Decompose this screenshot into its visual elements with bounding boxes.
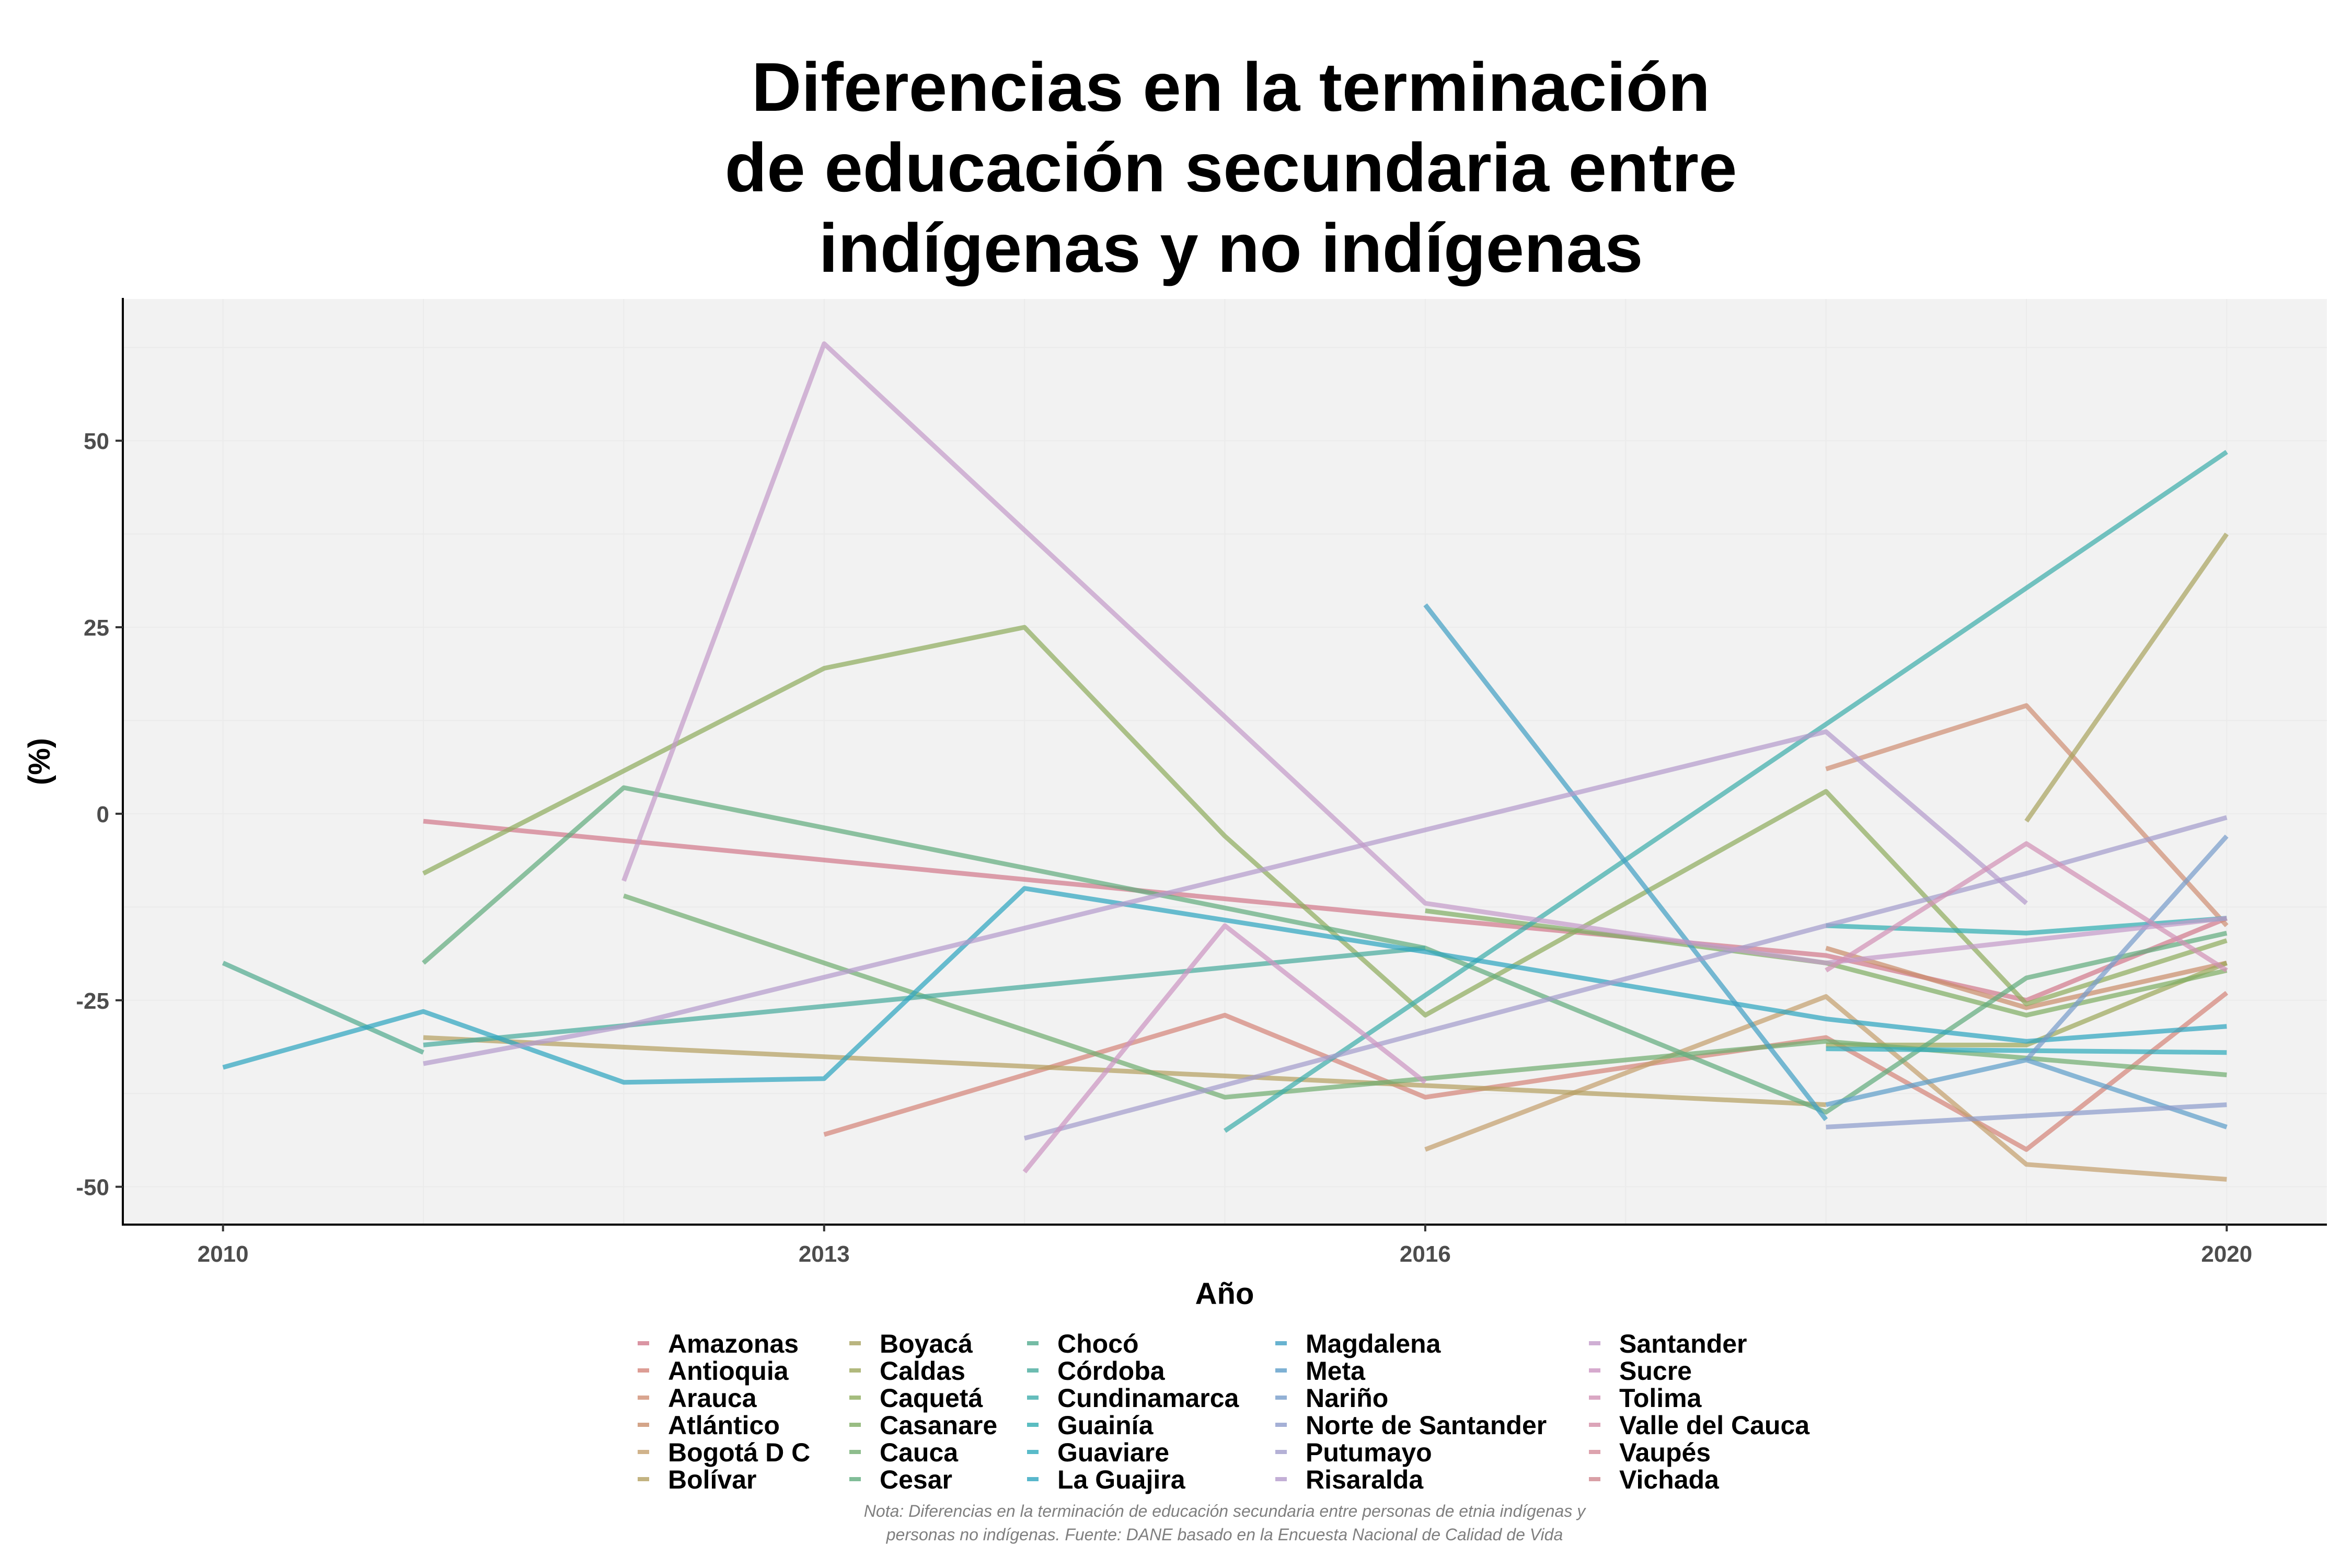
legend-label: Antioquia [668,1356,789,1386]
legend-label: Bogotá D C [668,1438,810,1467]
caption-note: Nota: Diferencias en la terminación de e… [864,1502,1586,1544]
legend-label: Amazonas [668,1329,799,1358]
y-tick-label: -50 [76,1175,109,1201]
legend-label: Putumayo [1306,1438,1432,1467]
x-axis-title: Año [1195,1277,1254,1311]
legend-label: Cundinamarca [1057,1383,1240,1413]
legend-label: Santander [1619,1329,1747,1358]
note-line-2: personas no indígenas. Fuente: DANE basa… [886,1525,1563,1544]
series-line-atl-ntico [1825,946,2228,1010]
series-line-santander [621,341,2227,965]
x-axis-ticks: 2010 2013 2016 2020 [198,1224,2252,1267]
legend-label: Cesar [880,1465,952,1494]
legend-label: Caquetá [880,1383,983,1413]
legend-label: Casanare [880,1411,997,1440]
y-tick-label: 0 [97,802,109,827]
chart-title-line-3: indígenas y no indígenas [819,210,1643,286]
series-line-norte-de-santander [1826,1102,2227,1129]
legend-label: Vaupés [1619,1438,1711,1467]
legend-label: Risaralda [1306,1465,1424,1494]
legend-label: Norte de Santander [1306,1411,1547,1440]
series-line-cundinamarca [1223,449,2228,1133]
legend-label: Córdoba [1057,1356,1166,1386]
series-line-nari-o [2024,834,2229,1062]
series-lines [222,341,2229,1182]
series-line-la-guajira [222,886,2227,1085]
chart-title-line-2: de educación secundaria entre [725,129,1737,206]
series-line-choc- [222,961,424,1055]
series-line-tolima [1825,841,2228,973]
note-line-1: Nota: Diferencias en la terminación de e… [864,1502,1586,1520]
y-tick-label: 25 [84,615,109,641]
series-line-sucre [1022,923,1427,1173]
x-tick-label: 2013 [799,1241,850,1267]
series-line-guaviare [1826,1046,2227,1055]
series-line-bol-var [423,1035,1826,1108]
series-line-antioquia [823,990,2229,1152]
legend-label: Meta [1306,1356,1366,1386]
legend-label: La Guajira [1057,1465,1186,1494]
legend-label: Caldas [880,1356,965,1386]
y-axis-title: (%) [22,738,56,785]
series-line-casanare [1425,908,2228,1018]
series-line-magdalena [1423,603,1828,1121]
series-line-boyac- [2024,533,2229,823]
legend-label: Magdalena [1306,1329,1442,1358]
legend-label: Boyacá [880,1329,973,1358]
legend-label: Chocó [1057,1329,1139,1358]
x-tick-label: 2016 [1400,1241,1451,1267]
y-tick-label: 50 [84,429,109,454]
legend-label: Atlántico [668,1411,780,1440]
legend-label: Tolima [1619,1383,1702,1413]
y-axis-ticks: -50 -25 0 25 50 [76,429,123,1201]
legend-label: Bolívar [668,1465,757,1494]
legend-label: Sucre [1619,1356,1692,1386]
series-line-arauca [1825,703,2229,928]
x-tick-label: 2020 [2201,1241,2252,1267]
legend-label: Vichada [1619,1465,1720,1494]
chart-title-line-1: Diferencias en la terminación [752,49,1710,125]
chart-title: Diferencias en la terminación de educaci… [725,49,1737,286]
series-line-putumayo [1023,815,2228,1141]
legend-label: Cauca [880,1438,959,1467]
legend-label: Nariño [1306,1383,1388,1413]
legend-label: Valle del Cauca [1619,1411,1810,1440]
legend-label: Arauca [668,1383,757,1413]
series-line-c-rdoba [423,946,1426,1047]
legend-label: Guaviare [1057,1438,1169,1467]
x-tick-label: 2010 [198,1241,249,1267]
series-line-amazonas [423,818,2228,1003]
y-tick-label: -25 [76,988,109,1014]
series-line-cesar [422,785,2228,1115]
legend-label: Guainía [1057,1411,1154,1440]
series-line-risaralda [423,729,2028,1066]
